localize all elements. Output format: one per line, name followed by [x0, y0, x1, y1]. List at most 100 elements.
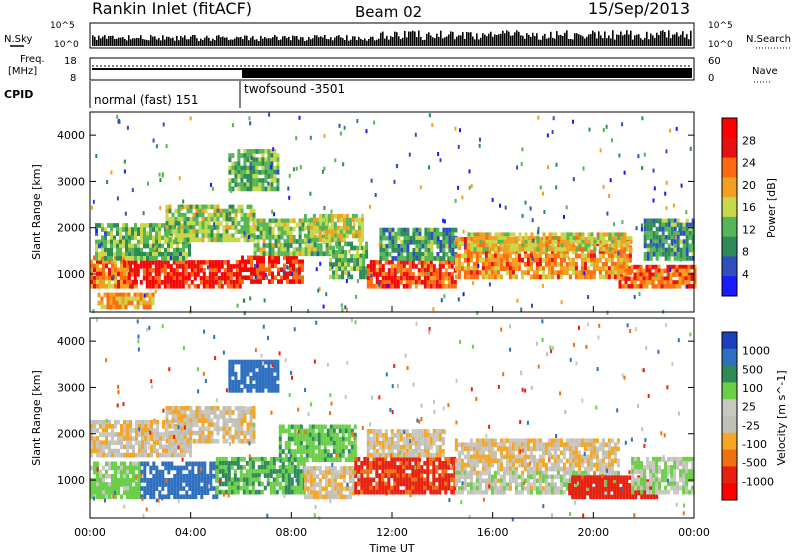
nsky-bar: [332, 40, 334, 46]
cell-band-7: [333, 466, 337, 471]
nsky-bar: [686, 34, 688, 46]
cell-band-4: [222, 208, 226, 214]
cell-band-10: [402, 260, 406, 265]
cell-band-11: [397, 231, 401, 237]
cell-band-3: [195, 438, 199, 444]
cell-band-1: [152, 465, 156, 471]
cell-band-5: [249, 388, 253, 393]
cell-band-6: [237, 169, 241, 175]
cell-band-5: [268, 271, 271, 276]
speckle: [365, 129, 368, 134]
cell-band-5: [240, 379, 244, 385]
cell-band-9: [329, 249, 333, 255]
cell-band-14: [660, 276, 664, 281]
cell-band-7: [307, 251, 311, 257]
cell-band-7: [318, 466, 322, 471]
cell-band-0: [117, 469, 120, 475]
cell-band-2: [238, 284, 242, 289]
cell-band-8: [378, 473, 382, 478]
cell-band-5: [301, 279, 304, 284]
cell-band-3: [195, 418, 199, 423]
cell-band-2: [126, 432, 129, 437]
cell-band-10: [405, 260, 409, 265]
nsky-bar: [658, 35, 660, 46]
cell-band-7: [325, 243, 329, 248]
cell-band-3: [95, 223, 98, 228]
cell-band-4: [287, 481, 291, 487]
speckle: [641, 116, 644, 121]
cell-band-1: [149, 486, 153, 491]
cell-band-11: [445, 252, 449, 257]
cell-band-5: [271, 271, 274, 276]
cell-band-4: [168, 221, 172, 226]
cell-band-14: [687, 284, 691, 289]
cell-band-12: [613, 266, 617, 271]
cell-band-11: [403, 248, 407, 253]
cell-band-2: [217, 264, 221, 269]
cell-band-2: [93, 448, 96, 454]
cell-band-2: [141, 444, 144, 450]
cell-band-2: [190, 272, 194, 277]
cell-band-0: [108, 465, 111, 471]
speckle: [464, 242, 467, 247]
cell-band-6: [261, 165, 265, 171]
cell-band-3: [146, 231, 149, 236]
cell-band-3: [125, 243, 128, 249]
speckle: [637, 154, 640, 159]
cell-band-14: [678, 284, 682, 289]
cell-band-2: [105, 452, 108, 458]
nsky-bar: [656, 32, 658, 46]
cell-band-15: [679, 251, 683, 257]
cell-band-12: [598, 274, 602, 280]
cell-band-10: [444, 276, 448, 281]
cell-band-2: [150, 436, 153, 441]
cell-band-12: [595, 266, 599, 271]
nsky-bar: [670, 38, 672, 46]
cell-band-10: [420, 264, 424, 269]
cell-band-1: [145, 304, 149, 310]
cell-band-3: [210, 430, 214, 436]
cell-band-4: [251, 489, 255, 495]
nsky-bar: [598, 31, 600, 46]
cell-band-2: [148, 268, 152, 273]
cell-band-9: [365, 241, 369, 247]
cell-band-5: [276, 359, 280, 365]
speckle: [345, 279, 348, 283]
cell-band-4: [213, 212, 217, 218]
cell-band-1: [133, 292, 137, 298]
cell-band-3: [234, 430, 238, 436]
cell-band-13: [491, 236, 495, 241]
cell-band-3: [243, 414, 247, 419]
cell-band-1: [185, 494, 189, 500]
power-ylabel: Slant Range [km]: [30, 164, 43, 260]
nsky-bar: [182, 37, 184, 46]
cell-band-3: [137, 251, 140, 257]
cell-band-13: [560, 243, 564, 248]
nsky-bar: [192, 35, 194, 46]
cell-band-4: [222, 233, 226, 239]
cell-band-5: [241, 279, 244, 284]
cell-band-3: [182, 251, 185, 257]
cell-band-4: [296, 477, 300, 483]
speckle: [537, 226, 540, 231]
cell-band-15: [646, 243, 650, 249]
cell-band-7: [256, 243, 260, 248]
cell-band-2: [130, 272, 134, 277]
nsky-bar: [184, 35, 186, 46]
nsky-bar: [476, 33, 478, 46]
cell-band-7: [339, 486, 343, 492]
cell-band-15: [649, 218, 653, 224]
cell-band-6: [320, 457, 324, 463]
cell-band-6: [255, 169, 259, 175]
speckle: [249, 121, 252, 126]
cell-band-13: [578, 243, 582, 248]
cell-band-5: [256, 271, 259, 276]
speckle: [112, 274, 115, 279]
cell-band-5: [301, 259, 304, 265]
cell-band-3: [174, 418, 178, 423]
cell-band-1: [170, 486, 174, 491]
cell-band-2: [168, 448, 171, 454]
nsky-bar: [442, 38, 444, 46]
cell-band-7: [268, 234, 272, 240]
cell-band-15: [688, 243, 692, 249]
